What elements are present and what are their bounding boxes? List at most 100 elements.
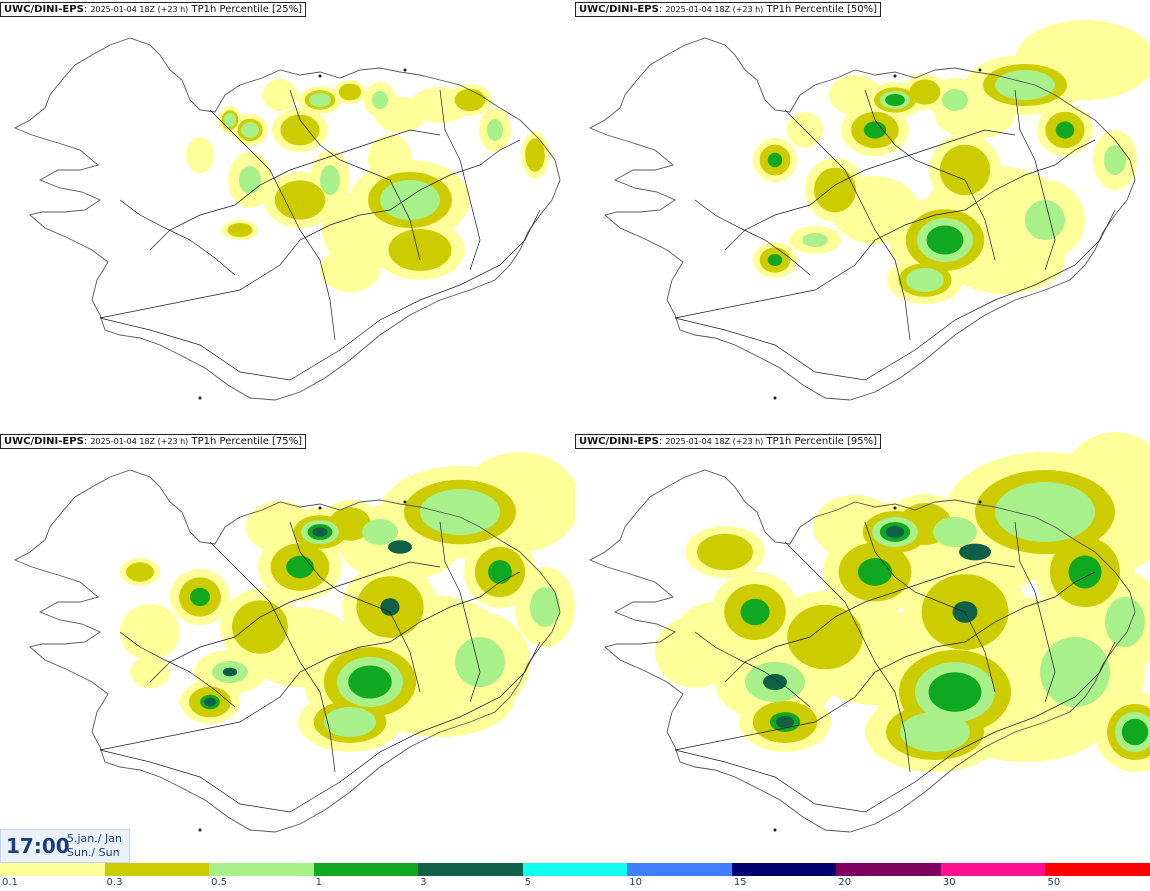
map-panel-p75: UWC/DINI-EPS: 2025-01-04 18Z (+23 h) TP1… <box>0 432 575 862</box>
precipitation-cell <box>939 144 991 196</box>
precipitation-cell <box>262 79 298 111</box>
colorbar-label: 50 <box>1047 877 1061 888</box>
map-panel-p95: UWC/DINI-EPS: 2025-01-04 18Z (+23 h) TP1… <box>575 432 1150 862</box>
precipitation-cell <box>906 268 944 292</box>
colorbar-swatch <box>522 863 628 876</box>
valid-date: 5.jan./ Jan <box>67 832 122 845</box>
colorbar-swatch <box>418 863 523 876</box>
island-marker <box>198 396 202 400</box>
precipitation-map <box>13 37 561 401</box>
colorbar-swatch <box>836 863 941 876</box>
precipitation-cell <box>1068 555 1102 589</box>
precipitation-cell <box>186 137 214 173</box>
precipitation-cell <box>900 712 970 752</box>
road-line <box>674 139 1096 319</box>
precipitation-cell <box>928 672 982 712</box>
road-line <box>674 209 1116 381</box>
precipitation-cell <box>942 89 968 111</box>
precipitation-cell <box>959 543 991 561</box>
island-marker <box>403 68 407 72</box>
precipitation-cell <box>802 233 828 247</box>
road-line <box>784 541 911 773</box>
colorbar-label: 0.5 <box>211 877 227 888</box>
precipitation-map <box>588 20 1150 401</box>
precipitation-cell <box>204 697 216 707</box>
road-line <box>784 109 911 341</box>
precipitation-cell <box>239 166 261 194</box>
precipitation-cell <box>1105 597 1145 647</box>
precipitation-cell <box>190 587 210 607</box>
precipitation-cell <box>525 138 545 172</box>
road-line <box>694 631 811 708</box>
colorbar-label: 10 <box>629 877 642 888</box>
island-marker <box>318 74 322 78</box>
precipitation-cell <box>454 88 486 112</box>
precipitation-cell <box>372 91 388 109</box>
colorbar-swatch <box>209 863 314 876</box>
precipitation-cell <box>420 489 500 535</box>
precipitation-cell <box>1040 637 1110 707</box>
precipitation-colorbar <box>0 863 1150 876</box>
colorbar-label: 0.3 <box>106 877 123 888</box>
colorbar-swatch <box>627 863 732 876</box>
precipitation-cell <box>767 152 783 168</box>
colorbar-swatch <box>313 863 419 876</box>
island-marker <box>773 396 777 400</box>
precipitation-field <box>186 79 549 292</box>
precipitation-cell <box>232 600 288 654</box>
precipitation-cell <box>655 616 735 688</box>
precipitation-cell <box>120 604 180 660</box>
island-marker <box>893 506 897 510</box>
precipitation-cell <box>130 656 170 688</box>
precipitation-cell <box>933 517 977 547</box>
colorbar-swatch <box>1045 863 1150 876</box>
precipitation-cell <box>380 598 400 616</box>
valid-time: 17:00 <box>6 834 70 858</box>
colorbar-label: 0.1 <box>2 877 18 888</box>
road-line <box>209 109 336 341</box>
precipitation-field <box>753 20 1150 304</box>
colorbar-label: 1 <box>315 877 322 888</box>
colorbar-swatch <box>104 863 210 876</box>
road-line <box>724 561 1016 683</box>
island-marker <box>198 828 202 832</box>
colorbar-label: 15 <box>733 877 747 888</box>
precipitation-cell <box>863 121 887 139</box>
colorbar-label: 30 <box>942 877 956 888</box>
precipitation-cell <box>274 180 326 220</box>
precipitation-cell <box>1055 121 1075 139</box>
precipitation-cell <box>338 83 362 101</box>
precipitation-cell <box>1104 145 1126 175</box>
map-panel-p50: UWC/DINI-EPS: 2025-01-04 18Z (+23 h) TP1… <box>575 0 1150 430</box>
precipitation-cell <box>814 167 856 213</box>
coastline <box>13 37 561 401</box>
road-line <box>674 641 1116 813</box>
precipitation-cell <box>388 540 412 554</box>
precipitation-cell <box>324 707 376 737</box>
precipitation-cell <box>487 119 503 141</box>
road-line <box>99 571 521 751</box>
island-marker <box>773 828 777 832</box>
precipitation-cell <box>312 527 328 537</box>
colorbar-label: 3 <box>420 877 427 888</box>
precipitation-cell <box>309 93 331 107</box>
precipitation-cell <box>488 560 512 584</box>
precipitation-cell <box>320 248 380 292</box>
road-line <box>724 129 1016 251</box>
precipitation-cell <box>857 558 893 586</box>
road-line <box>1014 89 1056 271</box>
panel-title: UWC/DINI-EPS: 2025-01-04 18Z (+23 h) TP1… <box>0 2 307 17</box>
island-marker <box>318 506 322 510</box>
precipitation-map <box>13 452 575 833</box>
road-line <box>1014 521 1056 703</box>
panel-title: UWC/DINI-EPS: 2025-01-04 18Z (+23 h) TP1… <box>0 434 307 449</box>
precipitation-cell <box>286 555 314 579</box>
precipitation-cell <box>995 70 1055 100</box>
precipitation-cell <box>995 482 1095 542</box>
island-marker <box>893 74 897 78</box>
valid-time-box: 17:00 5.jan./ Jan Sun./ Sun <box>0 829 130 863</box>
precipitation-field <box>120 452 575 752</box>
colorbar-label: 5 <box>524 877 532 888</box>
coastline <box>588 37 1136 401</box>
precipitation-cell <box>885 526 905 538</box>
